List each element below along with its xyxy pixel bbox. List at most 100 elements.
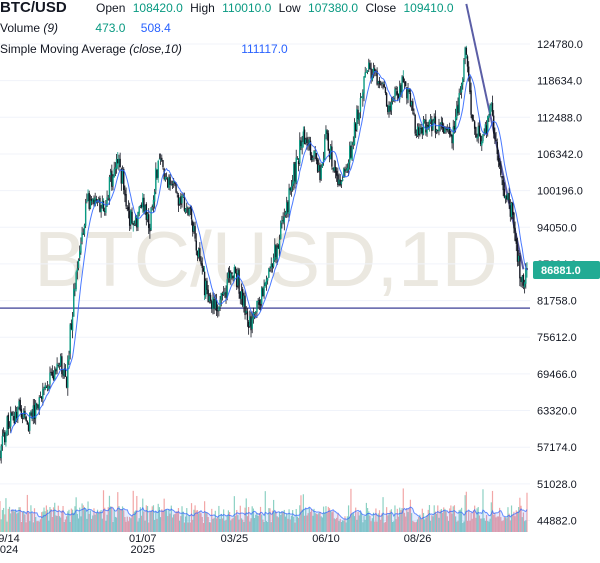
volume-bar bbox=[387, 515, 389, 532]
volume-bar bbox=[225, 519, 227, 532]
volume-bar bbox=[493, 515, 495, 532]
volume-bar bbox=[468, 511, 470, 532]
volume-bar bbox=[208, 522, 210, 532]
candle-body bbox=[131, 211, 133, 224]
volume-bar bbox=[457, 520, 459, 532]
candle-body bbox=[255, 311, 257, 313]
candle-body bbox=[236, 273, 238, 288]
volume-bar bbox=[428, 505, 431, 532]
candle-body bbox=[83, 225, 86, 235]
volume-bar bbox=[181, 506, 183, 532]
volume-bar bbox=[118, 506, 120, 532]
candle-body bbox=[333, 167, 335, 171]
candle-body bbox=[272, 258, 275, 267]
volume-bar bbox=[317, 514, 319, 532]
candle-body bbox=[201, 263, 203, 268]
candle-body bbox=[234, 267, 237, 274]
volume-bar bbox=[437, 505, 439, 532]
candle-body bbox=[491, 102, 494, 116]
candle-body bbox=[293, 163, 295, 184]
candle-body bbox=[344, 169, 346, 172]
volume-bar bbox=[26, 494, 28, 532]
candle-body bbox=[266, 277, 269, 281]
volume-bar bbox=[305, 508, 307, 532]
volume-bar bbox=[221, 518, 224, 532]
volume-bar bbox=[513, 511, 515, 532]
candle-body bbox=[1, 435, 4, 446]
volume-bar bbox=[495, 517, 497, 532]
volume-bar bbox=[58, 516, 61, 532]
candle-body bbox=[15, 411, 18, 419]
volume-bar bbox=[257, 516, 259, 532]
candle-body bbox=[390, 102, 393, 111]
candle-body bbox=[243, 295, 245, 307]
volume-bar bbox=[336, 517, 338, 532]
volume-bar bbox=[368, 511, 370, 532]
candle-body bbox=[58, 365, 61, 366]
volume-bar bbox=[249, 521, 251, 532]
candlesticks bbox=[0, 45, 528, 464]
volume-bar bbox=[445, 511, 447, 532]
volume-bar bbox=[245, 498, 247, 532]
volume-bar bbox=[394, 505, 396, 532]
volume-bar bbox=[220, 513, 222, 532]
candle-body bbox=[10, 412, 12, 427]
volume-bar bbox=[434, 511, 436, 532]
volume-bar bbox=[108, 495, 111, 532]
candle-body bbox=[208, 296, 211, 302]
volume-bar bbox=[79, 507, 81, 532]
candle-body bbox=[291, 181, 294, 187]
candle-body bbox=[56, 363, 58, 371]
volume-bar bbox=[11, 509, 13, 532]
volume-bar bbox=[450, 505, 452, 532]
volume-bar bbox=[312, 515, 314, 532]
y-tick-label: 124780.0 bbox=[537, 39, 583, 51]
candle-body bbox=[368, 62, 370, 70]
volume-bar bbox=[449, 508, 451, 532]
volume-bar bbox=[494, 512, 496, 532]
candle-body bbox=[152, 199, 155, 207]
volume-bar bbox=[484, 520, 486, 532]
candle-body bbox=[420, 128, 422, 130]
volume-bar bbox=[196, 510, 199, 532]
candle-body bbox=[441, 122, 444, 129]
candle-body bbox=[227, 272, 230, 279]
candle-body bbox=[102, 200, 105, 211]
candle-body bbox=[339, 179, 341, 186]
candle-body bbox=[214, 300, 217, 309]
volume-bar bbox=[224, 520, 226, 532]
volume-bar bbox=[188, 515, 190, 532]
candle-body bbox=[119, 158, 121, 168]
candle-body bbox=[221, 294, 224, 296]
volume-bar bbox=[205, 511, 207, 532]
candle-body bbox=[452, 126, 454, 144]
volume-bar bbox=[261, 514, 263, 532]
candle-body bbox=[59, 356, 62, 366]
candle-body bbox=[488, 114, 490, 118]
volume-bar bbox=[13, 511, 15, 532]
candle-body bbox=[44, 385, 46, 390]
candle-body bbox=[195, 240, 197, 251]
candle-body bbox=[33, 405, 36, 419]
volume-bar bbox=[521, 517, 523, 532]
candle-body bbox=[331, 146, 333, 167]
volume-bar bbox=[4, 514, 6, 532]
volume-bar bbox=[8, 506, 11, 532]
volume-bar bbox=[294, 522, 296, 532]
candle-body bbox=[340, 181, 343, 185]
candle-body bbox=[397, 94, 400, 99]
volume-bar bbox=[123, 510, 125, 532]
candle-body bbox=[477, 126, 479, 138]
volume-bar bbox=[300, 495, 302, 532]
volume-bar bbox=[455, 516, 457, 532]
candle-body bbox=[326, 130, 328, 135]
volume-bar bbox=[52, 507, 55, 532]
candle-body bbox=[240, 291, 243, 300]
y-tick-label: 81758.0 bbox=[537, 296, 577, 308]
volume-bar bbox=[88, 513, 90, 532]
volume-bar bbox=[144, 520, 146, 532]
volume-bar bbox=[364, 519, 366, 532]
